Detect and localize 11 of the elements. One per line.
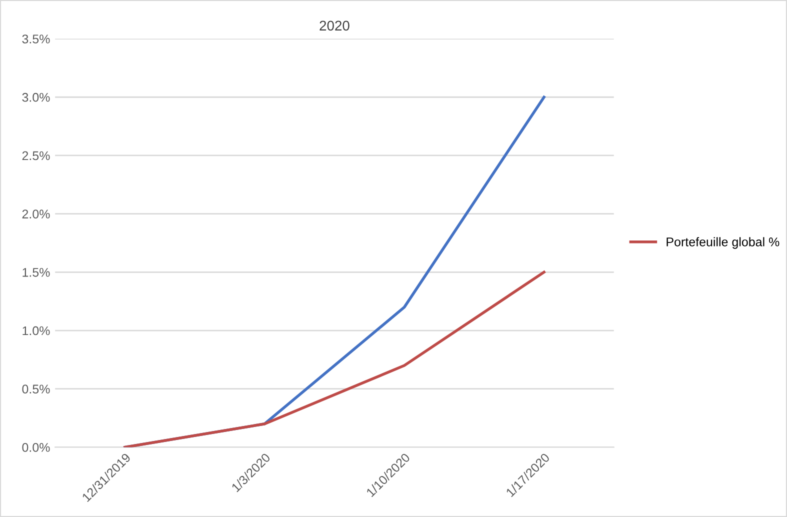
y-tick-label: 0.0% (22, 443, 50, 452)
y-tick-label: 0.5% (22, 384, 50, 394)
y-tick-label: 3.5% (22, 34, 50, 44)
line-series (124, 270, 546, 448)
y-tick-label: 2.0% (22, 210, 50, 218)
y-tick-label: 3.0% (22, 92, 50, 102)
y-tick-label: 1.0% (22, 326, 50, 336)
y-tick-label: 2.5% (22, 151, 50, 160)
legend-label: Portefeuille global % (666, 237, 780, 249)
chart-title: 2020 (320, 20, 350, 31)
y-tick-label: 1.5% (22, 268, 50, 277)
